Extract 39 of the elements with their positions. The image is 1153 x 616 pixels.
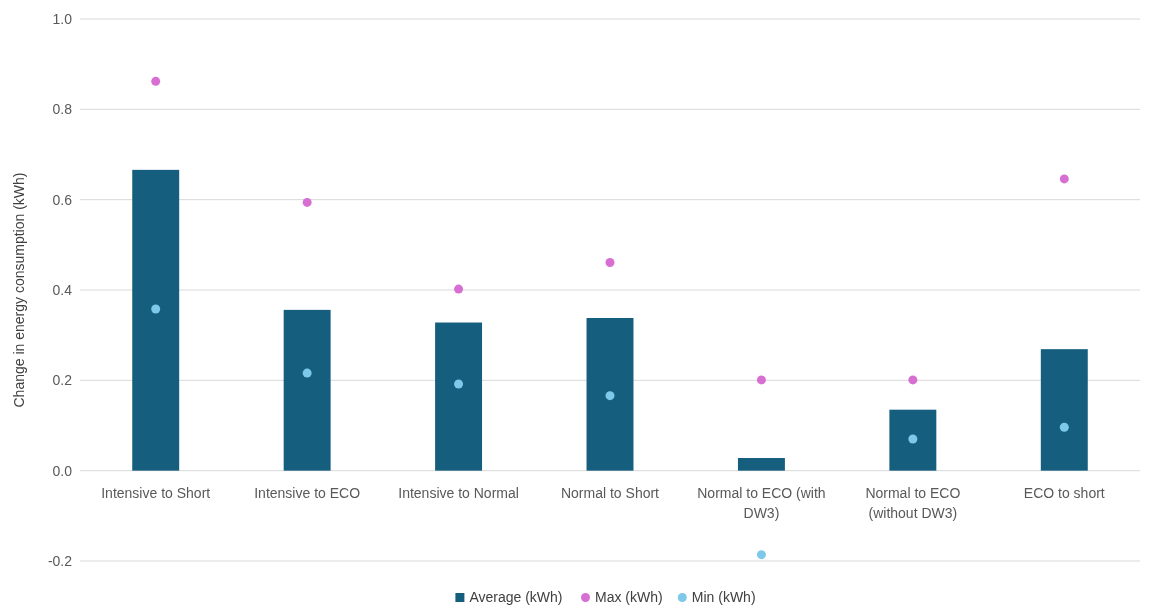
point — [151, 304, 161, 314]
bar — [435, 322, 483, 471]
x-tick-label: Normal to ECO (without DW3) — [865, 484, 961, 521]
bar — [586, 318, 634, 471]
point — [756, 550, 766, 560]
y-tick-label: 0.0 — [52, 462, 73, 479]
y-tick-label: 0.8 — [52, 101, 73, 118]
legend-label: Average (kWh) — [469, 589, 563, 606]
point — [454, 284, 464, 294]
y-tick-label: 0.2 — [52, 372, 73, 389]
bar — [889, 409, 937, 471]
point — [302, 368, 312, 378]
bar — [283, 309, 331, 471]
point — [1059, 174, 1069, 184]
point — [605, 257, 615, 267]
point — [454, 379, 464, 389]
point — [756, 375, 766, 385]
point — [908, 434, 918, 444]
point — [1059, 422, 1069, 432]
legend-label: Min (kWh) — [691, 589, 756, 606]
y-tick-label: 1.0 — [52, 10, 73, 27]
point — [151, 76, 161, 86]
x-tick-label: Intensive to ECO — [254, 484, 361, 501]
x-tick-label: Intensive to Normal — [398, 484, 519, 501]
x-tick-label: Intensive to Short — [101, 484, 211, 501]
legend-label: Max (kWh) — [595, 589, 663, 606]
point — [302, 197, 312, 207]
bar — [1040, 349, 1088, 471]
point — [908, 375, 918, 385]
bar — [132, 169, 180, 471]
x-tick-label: Normal to Short — [560, 484, 660, 501]
x-tick-label: ECO to short — [1023, 484, 1105, 501]
x-tick-label: Normal to ECO (with DW3) — [697, 484, 826, 521]
y-tick-label: 0.4 — [52, 281, 73, 298]
y-tick-label: 0.6 — [52, 191, 73, 208]
y-axis-title: Change in energy consumption (kWh) — [11, 172, 27, 408]
point — [605, 391, 615, 401]
y-tick-label: -0.2 — [47, 552, 73, 569]
bar — [737, 458, 785, 471]
